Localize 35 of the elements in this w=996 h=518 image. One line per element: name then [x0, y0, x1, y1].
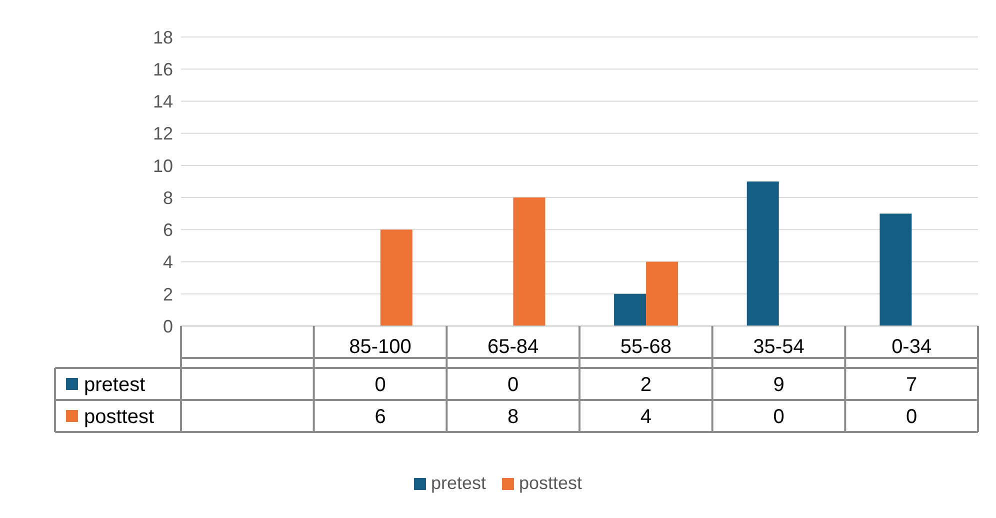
data-label: 0 — [906, 406, 918, 428]
y-tick-label: 2 — [162, 284, 173, 304]
y-tick-label: 6 — [162, 220, 173, 240]
x-tick-label: 85-100 — [349, 336, 412, 358]
bar — [380, 230, 412, 326]
text: pretest — [84, 374, 146, 396]
bar — [614, 294, 646, 326]
data-label: 8 — [508, 406, 519, 428]
data-label: 9 — [773, 374, 784, 396]
y-tick-label: 16 — [152, 60, 173, 80]
y-tick-label: 4 — [162, 252, 173, 272]
text: posttest — [84, 406, 154, 428]
x-tick-label: 65-84 — [488, 336, 539, 358]
bar — [880, 214, 912, 326]
data-label: 0 — [508, 374, 519, 396]
y-tick-label: 8 — [162, 188, 173, 208]
x-tick-label: 35-54 — [753, 336, 804, 358]
data-label: 4 — [640, 406, 652, 428]
y-tick-label: 14 — [152, 92, 173, 112]
data-label: 0 — [374, 374, 386, 396]
y-tick-label: 10 — [152, 156, 173, 176]
data-label: 7 — [906, 374, 918, 396]
data-label: 0 — [773, 406, 784, 428]
y-tick-label: 12 — [152, 124, 173, 144]
y-tick-label: 0 — [162, 316, 173, 336]
legend-label: posttest — [518, 473, 582, 494]
y-tick-label: 18 — [152, 27, 173, 48]
data-label: 6 — [374, 406, 386, 428]
legend-label: pretest — [430, 473, 486, 494]
x-tick-label: 0-34 — [892, 336, 932, 358]
bar — [646, 262, 678, 326]
bar — [746, 182, 779, 326]
x-tick-label: 55-68 — [620, 336, 672, 358]
bar — [513, 198, 546, 326]
data-label: 2 — [640, 374, 652, 396]
